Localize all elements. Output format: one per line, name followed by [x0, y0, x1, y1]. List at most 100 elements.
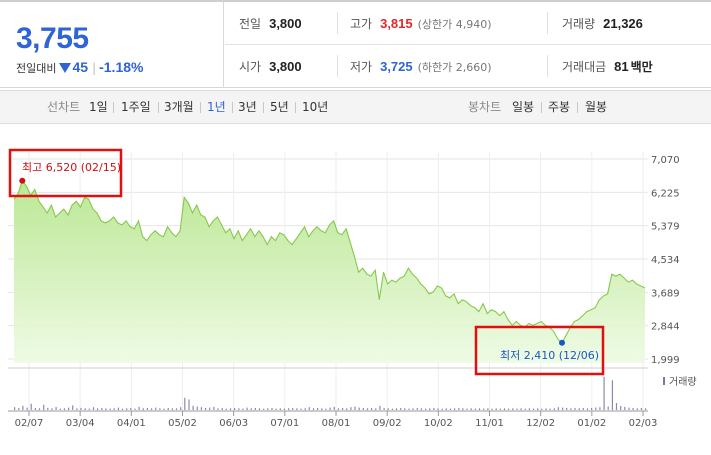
volume-bar: [466, 408, 468, 410]
volume-bar: [366, 408, 369, 411]
volume-bar: [557, 407, 559, 410]
divider: [113, 102, 114, 113]
volume-bar: [126, 408, 128, 411]
volume-bar: [84, 408, 86, 411]
quote-row-1: 전일 3,800 고가 3,815 (상한가 4,940) 거래량 21,326: [225, 2, 711, 45]
trade-value-cell: 거래대금 81 백만: [562, 45, 653, 88]
volume-bar: [97, 408, 99, 411]
open-cell: 시가 3,800: [239, 45, 302, 88]
divider: [541, 102, 542, 113]
divider: [337, 12, 338, 34]
current-price-box: 3,755 전일대비 45 | -1.18%: [0, 2, 224, 88]
volume-bar: [645, 408, 647, 411]
volume-bar: [400, 407, 402, 410]
volume-bar: [591, 407, 593, 410]
volume-bar: [18, 407, 20, 410]
tab-weekly-candle[interactable]: 주봉: [548, 100, 571, 114]
volume-bar: [267, 408, 269, 411]
volume-legend-swatch: [663, 377, 665, 385]
volume-bar: [263, 408, 265, 410]
volume-bar: [628, 407, 630, 411]
y-tick-label: 5,379: [651, 222, 680, 233]
min-point: [559, 339, 565, 346]
volume-bar: [375, 408, 377, 411]
divider: [547, 12, 548, 34]
tab-1-year[interactable]: 1년: [207, 100, 226, 114]
volume-bar: [553, 408, 555, 411]
volume-bar: [371, 407, 373, 410]
volume-bar: [470, 408, 472, 411]
tab-3-years[interactable]: 3년: [238, 100, 257, 114]
volume-bar: [615, 403, 618, 410]
volume-bar: [532, 408, 535, 410]
volume-bar: [250, 408, 252, 411]
volume-bar: [221, 407, 223, 410]
volume-bar: [508, 408, 510, 410]
volume-bar: [387, 408, 389, 411]
volume-bar: [391, 408, 393, 410]
volume-bar: [574, 407, 576, 410]
divider: [337, 55, 338, 77]
volume-bar: [429, 408, 431, 411]
volume-bar: [412, 408, 414, 411]
volume-bar: [254, 407, 256, 410]
candle-chart-label: 봉차트: [468, 100, 502, 114]
change-percent: -1.18%: [99, 59, 144, 75]
volume-bar: [159, 408, 161, 411]
x-tick-label: 12/02: [526, 418, 555, 429]
volume-bar: [474, 408, 476, 410]
volume-bar: [342, 407, 344, 410]
lower-limit: (하한가 2,660): [417, 61, 492, 74]
change-label: 전일대비: [16, 62, 57, 75]
prev-close-cell: 전일 3,800: [239, 2, 302, 45]
volume-bar: [155, 407, 157, 411]
max-label: 최고 6,520 (02/15): [22, 161, 121, 174]
tab-1-day[interactable]: 1일: [89, 100, 108, 114]
change-amount: 45: [72, 59, 89, 75]
volume-bar: [549, 408, 551, 410]
volume-bar: [113, 408, 115, 411]
volume-bar: [184, 397, 186, 411]
tab-monthly-candle[interactable]: 월봉: [585, 100, 608, 114]
tab-5-years[interactable]: 5년: [270, 100, 289, 114]
x-tick-label: 06/03: [219, 418, 248, 429]
volume-bar: [562, 407, 564, 411]
volume-bar: [258, 408, 261, 411]
volume-bar: [570, 408, 572, 411]
volume-bar: [516, 408, 518, 410]
volume-bar: [146, 407, 148, 410]
volume-bar: [92, 407, 95, 410]
x-tick-label: 10/02: [424, 418, 453, 429]
tab-1-week[interactable]: 1주일: [121, 100, 151, 114]
volume-bar: [88, 408, 90, 410]
volume-bar: [55, 406, 57, 410]
divider: |: [92, 61, 97, 75]
volume-bar: [167, 407, 169, 410]
prev-close-label: 전일: [239, 17, 262, 31]
volume-bar: [43, 404, 45, 411]
volume-bar: [487, 408, 489, 411]
tab-3-months[interactable]: 3개월: [164, 100, 194, 114]
volume-bar: [317, 407, 319, 410]
volume-bar: [346, 408, 348, 411]
y-tick-label: 6,225: [651, 188, 680, 199]
x-tick-label: 07/01: [270, 418, 299, 429]
volume-bar: [163, 408, 165, 410]
volume-bar: [404, 408, 406, 411]
volume-bar: [379, 405, 381, 410]
chart-period-tabs: 선차트 1일 1주일 3개월 1년 3년 5년 10년 봉차트 일봉 주봉 월봉: [0, 90, 711, 124]
trade-value: 81: [614, 59, 629, 74]
x-axis-labels: 02/07 03/04 04/01 05/02 06/03 07/01 08/01 09/02…: [15, 411, 657, 429]
volume-bar: [234, 407, 236, 410]
x-tick-label: 03/04: [66, 418, 95, 429]
x-tick-label: 05/02: [168, 418, 197, 429]
open-value: 3,800: [269, 59, 302, 74]
volume-bar: [205, 407, 207, 410]
tab-10-years[interactable]: 10년: [302, 100, 329, 114]
volume-bar: [528, 408, 530, 411]
volume-label: 거래량: [562, 17, 596, 31]
tab-daily-candle[interactable]: 일봉: [512, 100, 535, 114]
volume-bar: [478, 408, 481, 411]
volume-bar: [545, 408, 547, 411]
volume-bar: [151, 408, 153, 411]
